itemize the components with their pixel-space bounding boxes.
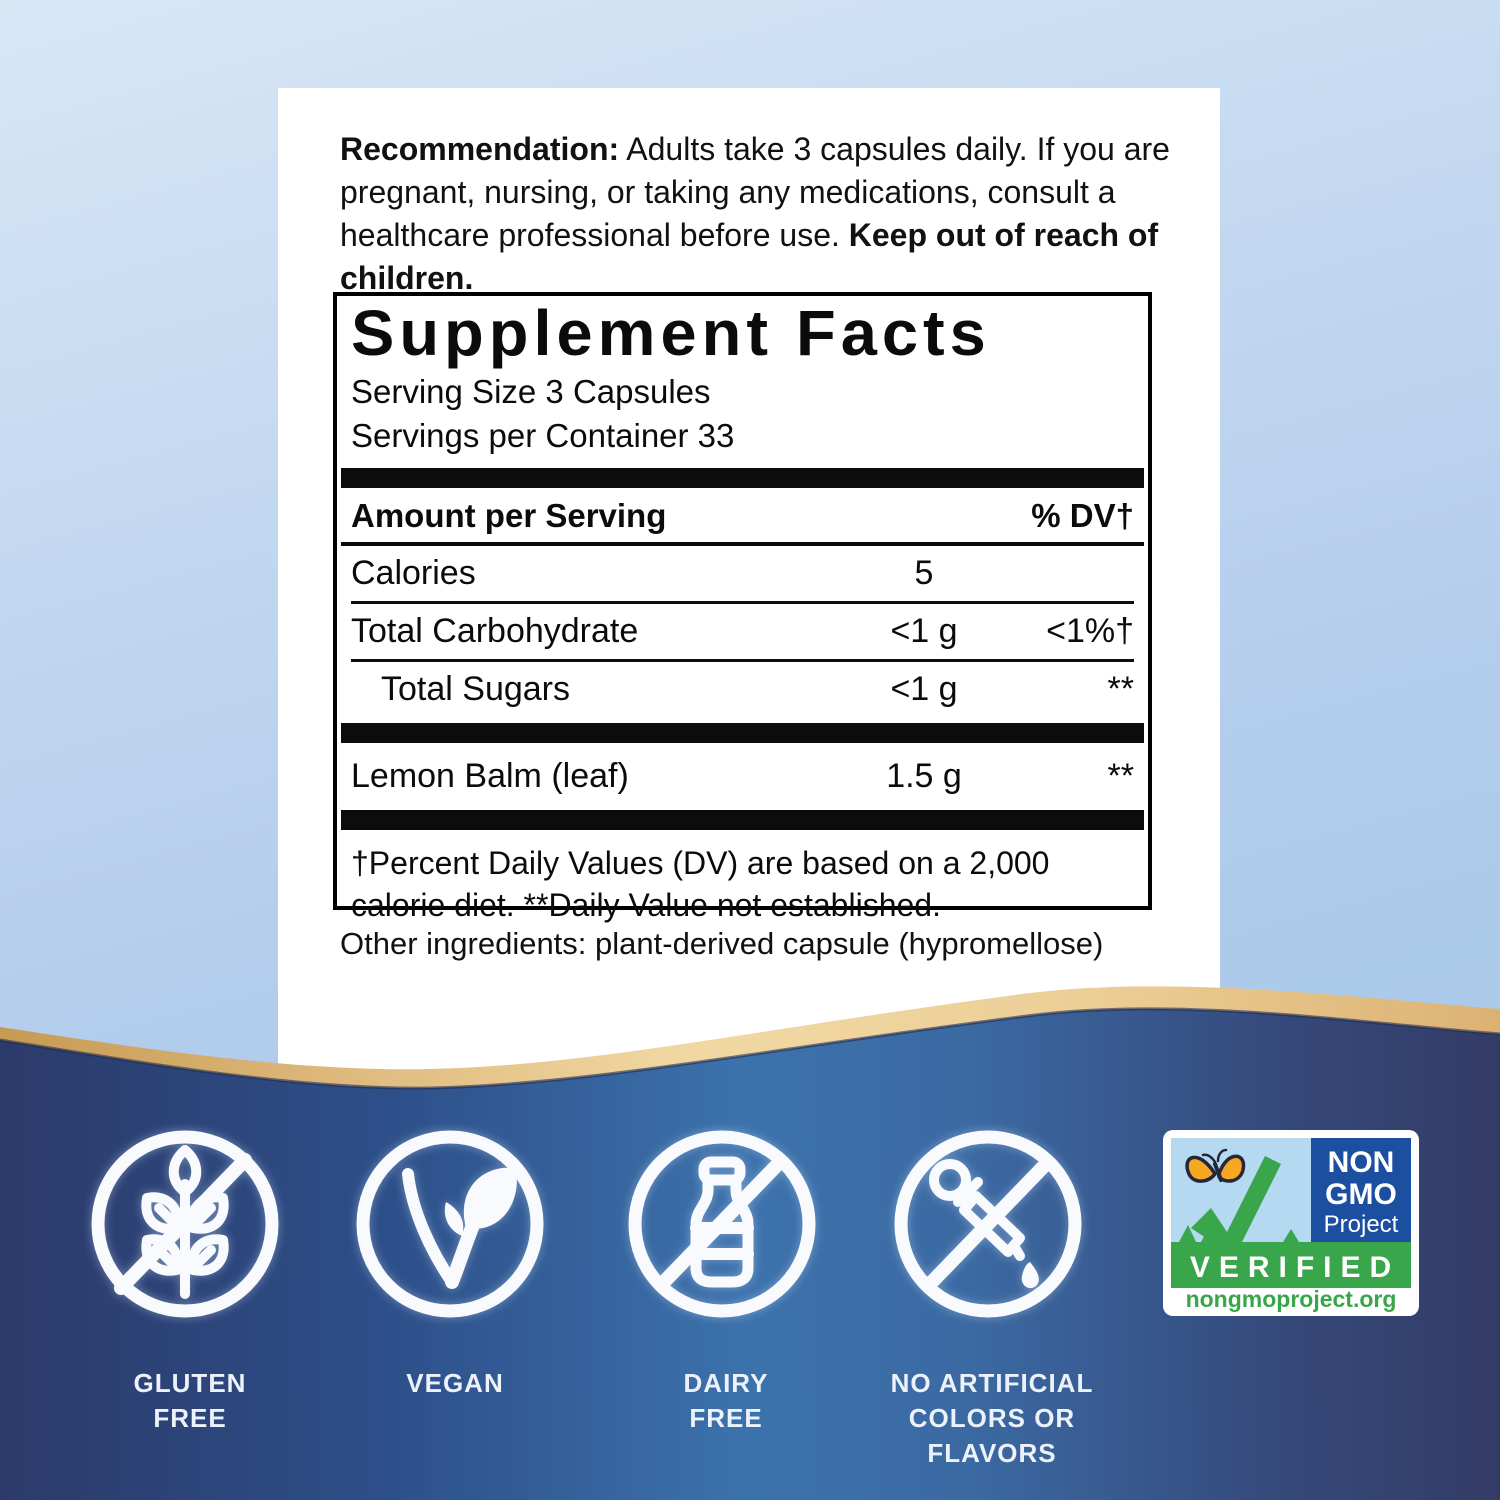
badge-caption-gluten-free: GLUTEN FREE xyxy=(133,1368,247,1433)
recommendation-lead: Recommendation: xyxy=(340,131,620,167)
slash xyxy=(923,1157,1053,1291)
facts-row-total-sugars: Total Sugars <1 g ** xyxy=(351,662,1134,717)
recommendation-warning: Keep out of reach of children. xyxy=(340,217,1159,296)
row-amount: <1 g xyxy=(890,670,958,708)
row-amount: 5 xyxy=(914,554,934,592)
other-ingredients: Other ingredients: plant-derived capsule… xyxy=(340,926,1104,961)
row-dv: <1%† xyxy=(1046,612,1134,650)
icon-circle xyxy=(628,1130,816,1318)
divider-bar xyxy=(341,723,1144,743)
row-separator xyxy=(351,601,1134,604)
facts-header-row: Amount per Serving % DV† xyxy=(351,492,1134,542)
row-separator xyxy=(351,659,1134,662)
badge-caption-dairy-free: DAIRY FREE xyxy=(683,1368,769,1433)
row-amount: <1 g xyxy=(890,612,958,650)
slash xyxy=(655,1157,785,1291)
non-gmo-badge: NON GMO Project VERIFIED nongmoproject.o… xyxy=(1163,1130,1419,1316)
dv-footnote: †Percent Daily Values (DV) are based on … xyxy=(351,845,1050,923)
row-name: Total Carbohydrate xyxy=(351,612,639,650)
badge-caption-vegan: VEGAN xyxy=(406,1368,504,1398)
gluten-free-icon xyxy=(91,1130,279,1318)
non-gmo-line1: NON xyxy=(1328,1146,1395,1179)
header-rule xyxy=(341,542,1144,546)
row-dv: ** xyxy=(1107,757,1134,795)
recommendation-body: Adults take 3 capsules daily. If you are… xyxy=(340,131,1170,253)
badge-caption-no-artificial: NO ARTIFICIAL COLORS OR FLAVORS xyxy=(890,1368,1094,1468)
row-name: Total Sugars xyxy=(381,670,570,708)
recommendation-text: Recommendation: Adults take 3 capsules d… xyxy=(340,128,1180,300)
leaflet-glyph xyxy=(444,1202,464,1236)
icon-circle xyxy=(91,1130,279,1318)
row-name: Lemon Balm (leaf) xyxy=(351,757,629,795)
label-panel: Recommendation: Adults take 3 capsules d… xyxy=(278,88,1220,1080)
checkmark-icon xyxy=(1191,1156,1281,1252)
non-gmo-line2: GMO xyxy=(1325,1178,1397,1211)
dairy-free-icon xyxy=(628,1130,816,1318)
facts-row-lemon-balm: Lemon Balm (leaf) 1.5 g ** xyxy=(351,749,1134,804)
non-gmo-verified: VERIFIED xyxy=(1190,1251,1400,1284)
vegan-v-glyph xyxy=(402,1168,483,1289)
slash xyxy=(114,1153,252,1295)
facts-row-calories: Calories 5 xyxy=(351,546,1134,601)
dropper-glyph xyxy=(929,1159,1025,1261)
divider-bar xyxy=(341,810,1144,830)
badge-green-band xyxy=(1171,1242,1411,1288)
butterfly-icon xyxy=(1185,1148,1246,1183)
divider-bar xyxy=(341,468,1144,488)
serving-size: Serving Size 3 Capsules xyxy=(351,373,711,410)
vegan-icon xyxy=(356,1130,544,1318)
facts-row-total-carbohydrate: Total Carbohydrate <1 g <1%† xyxy=(351,604,1134,659)
percent-dv-header: % DV† xyxy=(1031,497,1134,534)
drop-glyph xyxy=(1021,1262,1039,1289)
icon-circle xyxy=(894,1130,1082,1318)
no-artificial-icon xyxy=(894,1130,1082,1318)
non-gmo-line3: Project xyxy=(1324,1211,1399,1238)
amount-per-serving-header: Amount per Serving xyxy=(351,497,667,534)
leaf-glyph xyxy=(463,1167,517,1229)
row-amount: 1.5 g xyxy=(886,757,962,795)
supplement-facts-title: Supplement Facts xyxy=(351,297,991,369)
row-dv: ** xyxy=(1107,670,1134,708)
supplement-facts-box: Supplement Facts Serving Size 3 Capsules… xyxy=(333,292,1152,923)
row-name: Calories xyxy=(351,554,476,592)
icon-circle xyxy=(356,1130,544,1318)
non-gmo-url: nongmoproject.org xyxy=(1186,1286,1397,1312)
servings-per-container: Servings per Container 33 xyxy=(351,417,735,454)
wave-edge-line xyxy=(0,1007,1500,1090)
badge-blue-box xyxy=(1311,1138,1411,1242)
